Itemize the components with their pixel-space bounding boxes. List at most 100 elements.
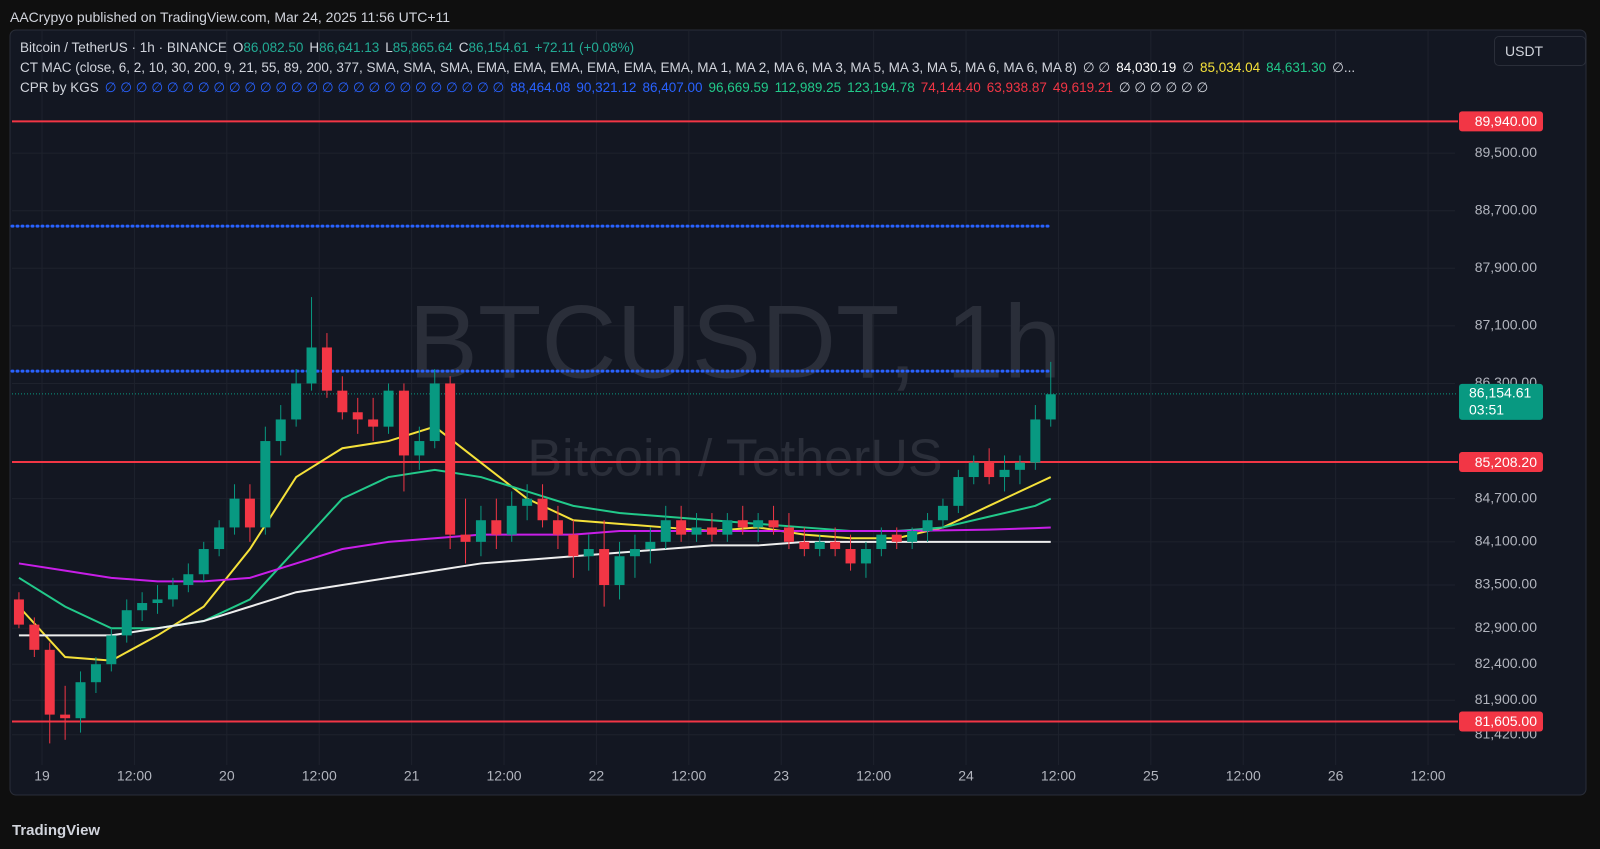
indicator-value: 112,989.25 [774,80,842,95]
candle-body [830,541,841,550]
x-tick-label: 12:00 [302,768,337,784]
candle-body [183,574,194,586]
candle-body [783,527,794,542]
footer-logo[interactable]: TradingView [12,822,101,839]
indicator-value: 123,194.78 [847,80,915,95]
x-tick-label: 24 [958,768,974,784]
candle-body [583,549,594,557]
candle-body [75,682,86,719]
candle-body [799,541,810,550]
candle-body [722,520,733,535]
mac-row: CT MAC (close, 6, 2, 10, 30, 200, 9, 21,… [20,60,1361,76]
candle-body [491,520,502,535]
candle-body [275,419,286,442]
candle-body [1014,462,1025,470]
indicator-value: ∅ ∅ ∅ ∅ ∅ ∅ ∅ ∅ ∅ ∅ ∅ ∅ ∅ ∅ ∅ ∅ ∅ ∅ ∅ ∅ … [104,80,505,95]
candle-body [106,635,117,665]
candle-body [352,412,363,420]
x-tick-label: 12:00 [671,768,706,784]
indicator-value: 63,938.87 [986,80,1047,95]
indicator-value: ∅ ∅ [1082,60,1111,75]
candle-body [676,520,687,535]
indicator-value: ∅ [1182,60,1195,75]
level-label: 89,940.00 [1475,113,1537,129]
moving-average-line [18,526,1051,583]
ohlc-value: 86,082.50 [243,40,304,55]
indicator-label: CPR by KGS [20,80,99,95]
candle-body [90,664,101,683]
candle-body [29,624,40,650]
indicator-value: 84,631.30 [1266,60,1327,75]
candle-body [537,498,548,521]
ohlc-key: L [385,40,393,55]
candle-body [768,520,779,528]
ohlc-key: C [458,40,469,55]
candle-body [999,469,1010,478]
y-tick-label: 84,100.00 [1475,533,1537,549]
x-tick-label: 12:00 [1226,768,1261,784]
x-tick-label: 23 [773,768,789,784]
candle-body [522,498,533,506]
indicator-value: 96,669.59 [708,80,769,95]
x-tick-label: 12:00 [117,768,152,784]
candle-body [845,549,856,564]
y-tick-label: 82,900.00 [1475,619,1537,635]
indicator-value: 88,464.08 [510,80,571,95]
candle-body [44,649,55,715]
candle-body [398,390,409,456]
x-tick-label: 21 [404,768,420,784]
candle-body [706,527,717,535]
ohlc-key: O [232,40,244,55]
currency-button[interactable]: USDT [1494,36,1586,66]
countdown: 03:51 [1469,402,1504,418]
ohlc-value: 85,865.64 [392,40,453,55]
candle-body [260,441,271,528]
candle-body [660,520,671,542]
y-tick-label: 88,700.00 [1475,201,1537,217]
indicator-value: ∅ ∅ ∅ ∅ ∅ ∅ [1118,80,1209,95]
symbol-row: Bitcoin / TetherUS · 1h · BINANCE O86,082… [20,40,640,55]
change: +72.11 (+0.08%) [534,40,635,55]
candle-body [922,520,933,532]
candle-body [552,520,563,535]
y-tick-label: 81,900.00 [1475,691,1537,707]
candle-body [876,534,887,550]
indicator-value: ∅... [1332,60,1356,75]
candle-body [167,585,178,600]
candle-body [214,527,225,550]
candle-body [860,549,871,564]
indicator-value: 49,619.21 [1052,80,1113,95]
x-tick-label: 22 [589,768,605,784]
candle-body [13,599,24,625]
candle-body [891,534,902,542]
level-tag [1459,711,1543,732]
indicator-value: 84,030.19 [1116,60,1177,75]
candle-body [445,383,456,535]
candle-body [984,462,995,478]
candle-body [937,505,948,521]
candle-body [599,549,610,586]
x-tick-label: 25 [1143,768,1159,784]
level-tag [1459,452,1543,473]
candle-body [337,390,348,413]
candle-body [291,383,302,420]
candle-body [306,347,317,384]
y-tick-label: 82,400.00 [1475,655,1537,671]
candle-body [691,527,702,535]
ohlc-key: H [309,40,320,55]
x-tick-label: 12:00 [1411,768,1446,784]
candle-body [198,549,209,575]
indicator-value: 85,034.04 [1200,60,1261,75]
indicator-value: 86,407.00 [642,80,703,95]
candle-body [629,549,640,557]
candle-body [460,534,471,542]
moving-average-line [18,540,1051,637]
y-tick-label: 83,500.00 [1475,576,1537,592]
candle-body [645,541,656,550]
y-tick-label: 84,700.00 [1475,489,1537,505]
chart-panel [9,29,1587,796]
candle-body [753,520,764,528]
x-tick-label: 12:00 [487,768,522,784]
y-tick-label: 87,900.00 [1475,259,1537,275]
